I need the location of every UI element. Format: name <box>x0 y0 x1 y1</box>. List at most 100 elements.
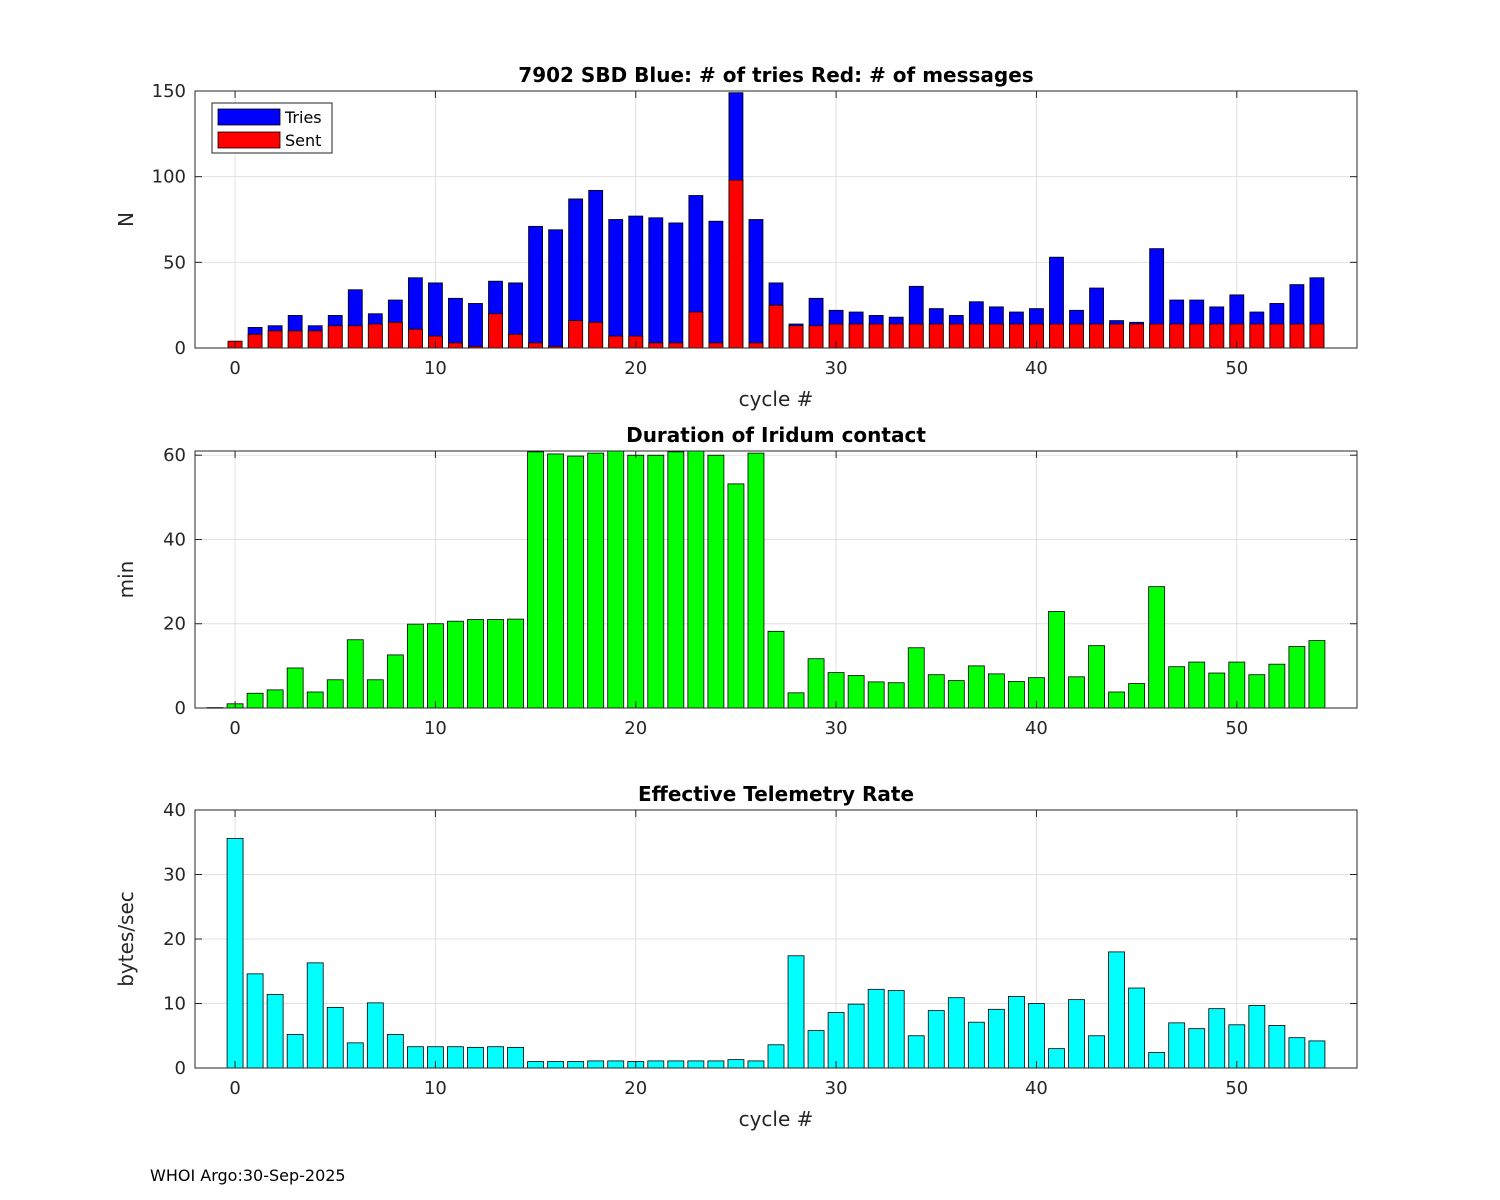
bar-duration-cycle-24 <box>707 454 725 709</box>
bar-sent-cycle-11 <box>448 342 463 349</box>
bar-rate-cycle-12 <box>467 1046 484 1069</box>
bar-sent-cycle-25 <box>728 179 744 349</box>
bar-sent-cycle-29 <box>808 325 824 349</box>
bar-sent-cycle-7 <box>367 323 383 349</box>
x-tick-label: 50 <box>1225 718 1248 739</box>
bar-sent-cycle-43 <box>1089 323 1104 349</box>
bar-sent-cycle-36 <box>948 323 964 349</box>
bar-duration-cycle-10 <box>427 623 444 709</box>
y-axis-label: min <box>114 561 138 599</box>
bar-rate-cycle-29 <box>807 1030 825 1069</box>
bar-sent-cycle-15 <box>528 342 543 349</box>
bar-duration-cycle-2 <box>266 689 284 709</box>
bar-sent-cycle-48 <box>1189 323 1205 349</box>
y-tick-label: 0 <box>175 698 186 719</box>
bar-sent-cycle-49 <box>1209 323 1225 349</box>
bar-duration-cycle-51 <box>1248 674 1266 709</box>
bar-sent-cycle-24 <box>708 342 724 349</box>
legend-label-tries: Tries <box>284 108 322 127</box>
bar-duration-cycle-32 <box>867 681 885 709</box>
bar-rate-cycle-9 <box>406 1046 424 1069</box>
bar-rate-cycle-41 <box>1048 1048 1065 1069</box>
bar-sent-cycle-26 <box>748 342 764 349</box>
y-tick-label: 10 <box>163 994 186 1015</box>
x-tick-label: 30 <box>825 358 848 379</box>
bar-rate-cycle-53 <box>1288 1037 1306 1069</box>
bar-sent-cycle-21 <box>648 342 664 349</box>
bar-sent-cycle-46 <box>1149 323 1165 349</box>
bar-duration-cycle-43 <box>1088 645 1105 709</box>
x-tick-label: 40 <box>1025 358 1048 379</box>
chart-title: Effective Telemetry Rate <box>638 782 914 806</box>
x-tick-label: 10 <box>424 358 447 379</box>
bar-sent-cycle-13 <box>488 313 503 349</box>
bar-duration-cycle-8 <box>386 654 404 709</box>
bar-tries-cycle-26 <box>748 219 764 349</box>
bar-rate-cycle-1 <box>246 973 264 1069</box>
bar-rate-cycle-14 <box>507 1046 524 1069</box>
bar-sent-cycle-42 <box>1069 323 1084 349</box>
footer-stamp: WHOI Argo:30-Sep-2025 <box>150 1166 346 1185</box>
bar-duration-cycle-12 <box>467 619 484 709</box>
bar-duration-cycle-5 <box>326 679 344 709</box>
bar-duration-cycle-1 <box>246 692 264 709</box>
bar-rate-cycle-39 <box>1008 996 1025 1069</box>
bar-duration-cycle-35 <box>927 674 945 709</box>
bar-sent-cycle-18 <box>588 321 604 349</box>
x-tick-label: 0 <box>229 1078 240 1099</box>
bar-tries-cycle-20 <box>628 215 644 349</box>
y-tick-label: 40 <box>163 800 186 821</box>
y-axis-label: bytes/sec <box>114 891 138 987</box>
axes-box <box>194 90 1358 349</box>
bar-tries-cycle-15 <box>528 225 543 349</box>
bar-duration-cycle-19 <box>607 450 625 709</box>
x-tick-label: 50 <box>1225 1078 1248 1099</box>
bar-tries-cycle-16 <box>548 229 564 349</box>
bar-duration-cycle-44 <box>1108 691 1125 709</box>
x-tick-label: 10 <box>424 1078 447 1099</box>
x-tick-label: 30 <box>825 718 848 739</box>
y-tick-label: 30 <box>163 865 186 886</box>
x-tick-label: 40 <box>1025 718 1048 739</box>
bar-duration-cycle-27 <box>767 630 785 709</box>
y-tick-label: 50 <box>163 252 186 273</box>
bar-sent-cycle-45 <box>1129 323 1145 349</box>
bar-sent-cycle-23 <box>688 311 704 349</box>
bar-rate-cycle-8 <box>386 1034 404 1069</box>
bar-duration-cycle-13 <box>487 619 504 709</box>
bar-rate-cycle-21 <box>647 1060 665 1069</box>
x-tick-label: 30 <box>825 1078 848 1099</box>
bar-duration-cycle-26 <box>747 452 765 709</box>
bar-rate-cycle-24 <box>707 1060 725 1069</box>
x-axis-label: cycle # <box>739 387 814 411</box>
bar-duration-cycle-18 <box>587 452 605 709</box>
bar-tries-cycle-19 <box>608 219 624 349</box>
bar-rate-cycle-43 <box>1088 1035 1105 1069</box>
legend-label-sent: Sent <box>285 131 321 150</box>
bar-rate-cycle-45 <box>1128 987 1146 1069</box>
bar-duration-cycle-3 <box>286 667 304 709</box>
bar-rate-cycle-5 <box>326 1006 344 1069</box>
bar-sent-cycle-53 <box>1289 323 1305 349</box>
bar-duration-cycle-28 <box>787 692 805 709</box>
bar-rate-cycle-2 <box>266 994 284 1069</box>
y-tick-label: 60 <box>163 445 186 466</box>
bar-rate-cycle-26 <box>747 1060 765 1069</box>
bar-sent-cycle-51 <box>1249 323 1265 349</box>
bar-rate-cycle-37 <box>967 1021 985 1069</box>
legend-swatch-tries <box>217 108 281 126</box>
bar-duration-cycle-23 <box>687 450 705 709</box>
bar-rate-cycle-47 <box>1168 1022 1186 1069</box>
bar-sent-cycle-38 <box>988 323 1004 349</box>
bar-rate-cycle-28 <box>787 955 805 1069</box>
bar-rate-cycle-6 <box>346 1042 364 1069</box>
bar-duration-cycle-20 <box>627 454 645 709</box>
y-tick-label: 0 <box>175 1058 186 1079</box>
bar-sent-cycle-14 <box>508 333 523 349</box>
bar-rate-cycle-40 <box>1028 1003 1045 1069</box>
y-tick-label: 100 <box>152 167 186 188</box>
bar-duration-cycle-6 <box>346 639 364 709</box>
bar-sent-cycle-8 <box>387 321 403 349</box>
bar-rate-cycle-25 <box>727 1059 745 1069</box>
y-tick-label: 20 <box>163 614 186 635</box>
